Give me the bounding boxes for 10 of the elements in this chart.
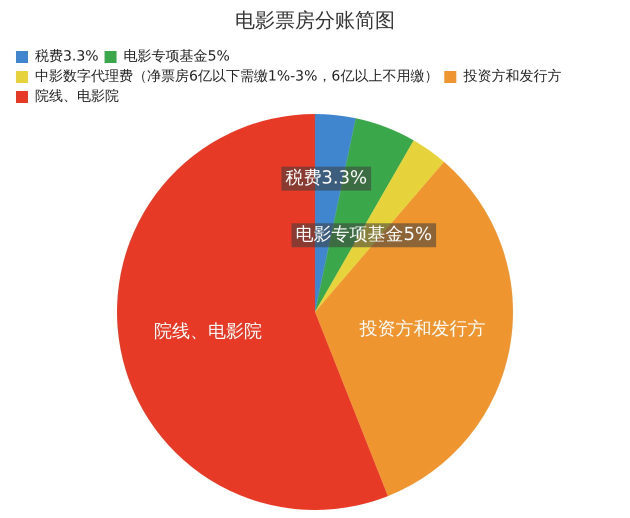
data-label: 税费3.3%: [285, 167, 368, 188]
legend-label: 税费3.3%: [35, 48, 99, 65]
legend-label: 投资方和发行方: [462, 68, 562, 85]
legend-label: 中影数字代理费（净票房6亿以下需缴1%-3%，6亿以上不用缴）: [35, 68, 438, 85]
data-label: 投资方和发行方: [358, 318, 486, 340]
legend-label: 院线、电影院: [35, 88, 119, 105]
legend-label: 电影专项基金5%: [124, 48, 230, 65]
data-label: 电影专项基金5%: [296, 224, 432, 245]
chart-title: 电影票房分账简图: [235, 8, 395, 32]
data-label: 院线、电影院: [154, 321, 262, 342]
